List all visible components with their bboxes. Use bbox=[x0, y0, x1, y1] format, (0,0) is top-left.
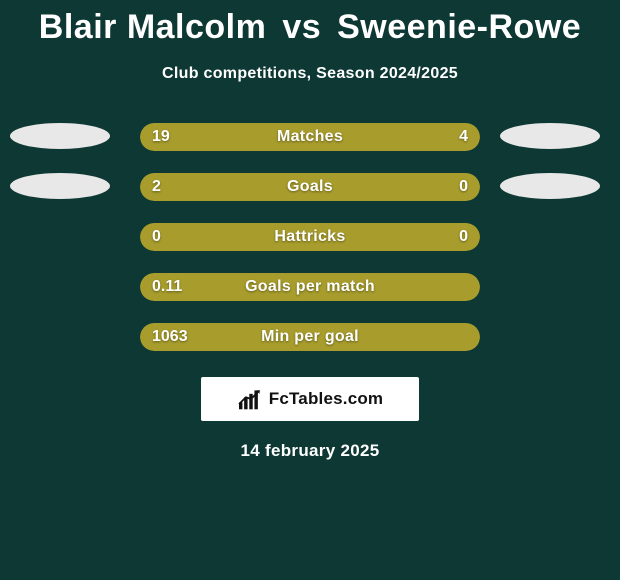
stat-bar: 20Goals bbox=[140, 173, 480, 201]
stat-row: 194Matches bbox=[0, 123, 620, 151]
source-badge: FcTables.com bbox=[201, 377, 419, 421]
player1-flag bbox=[10, 123, 110, 149]
bar-chart-icon bbox=[237, 387, 265, 411]
stat-row: 0.11Goals per match bbox=[0, 273, 620, 301]
stats-container: 194Matches 20Goals 00Hattricks 0.11Goals pe… bbox=[0, 123, 620, 351]
stat-label: Goals per match bbox=[140, 273, 480, 301]
stat-row: 1063Min per goal bbox=[0, 323, 620, 351]
stat-bar: 1063Min per goal bbox=[140, 323, 480, 351]
stat-label: Goals bbox=[140, 173, 480, 201]
player1-name: Blair Malcolm bbox=[39, 8, 267, 46]
page-title: Blair Malcolm vs Sweenie-Rowe bbox=[0, 0, 620, 47]
stat-label: Matches bbox=[140, 123, 480, 151]
stat-label: Hattricks bbox=[140, 223, 480, 251]
badge-text: FcTables.com bbox=[269, 389, 384, 409]
player2-name: Sweenie-Rowe bbox=[337, 8, 581, 46]
stat-row: 20Goals bbox=[0, 173, 620, 201]
stat-bar: 0.11Goals per match bbox=[140, 273, 480, 301]
date-label: 14 february 2025 bbox=[0, 441, 620, 461]
stat-bar: 00Hattricks bbox=[140, 223, 480, 251]
player1-flag bbox=[10, 173, 110, 199]
stat-row: 00Hattricks bbox=[0, 223, 620, 251]
stat-bar: 194Matches bbox=[140, 123, 480, 151]
subtitle: Club competitions, Season 2024/2025 bbox=[0, 65, 620, 83]
player2-flag bbox=[500, 123, 600, 149]
player2-flag bbox=[500, 173, 600, 199]
vs-label: vs bbox=[282, 8, 321, 46]
stat-label: Min per goal bbox=[140, 323, 480, 351]
